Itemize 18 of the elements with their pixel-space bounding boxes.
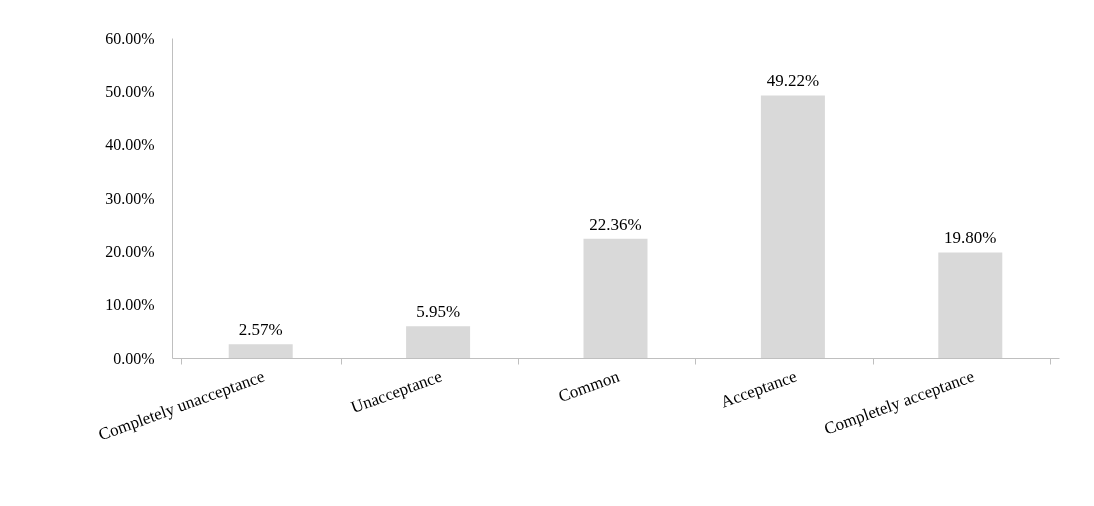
y-tick-label: 60.00%: [105, 29, 155, 47]
data-label: 22.36%: [589, 214, 642, 234]
bar: [228, 344, 293, 358]
x-tick-label: Common: [555, 366, 623, 407]
y-tick-label: 50.00%: [105, 82, 155, 100]
bar: [583, 238, 648, 358]
y-tick-label: 40.00%: [105, 136, 155, 154]
y-tick-label: 20.00%: [105, 242, 155, 260]
y-tick-label: 30.00%: [105, 189, 155, 207]
data-label: 19.80%: [944, 228, 997, 248]
data-label: 49.22%: [766, 71, 820, 91]
data-label: 5.95%: [416, 302, 461, 322]
y-tick-label: 10.00%: [105, 296, 155, 314]
bar: [406, 326, 471, 358]
data-label: 2.57%: [238, 320, 283, 340]
bar: [760, 95, 825, 358]
y-tick-label: 0.00%: [113, 349, 155, 367]
bar: [938, 252, 1003, 358]
